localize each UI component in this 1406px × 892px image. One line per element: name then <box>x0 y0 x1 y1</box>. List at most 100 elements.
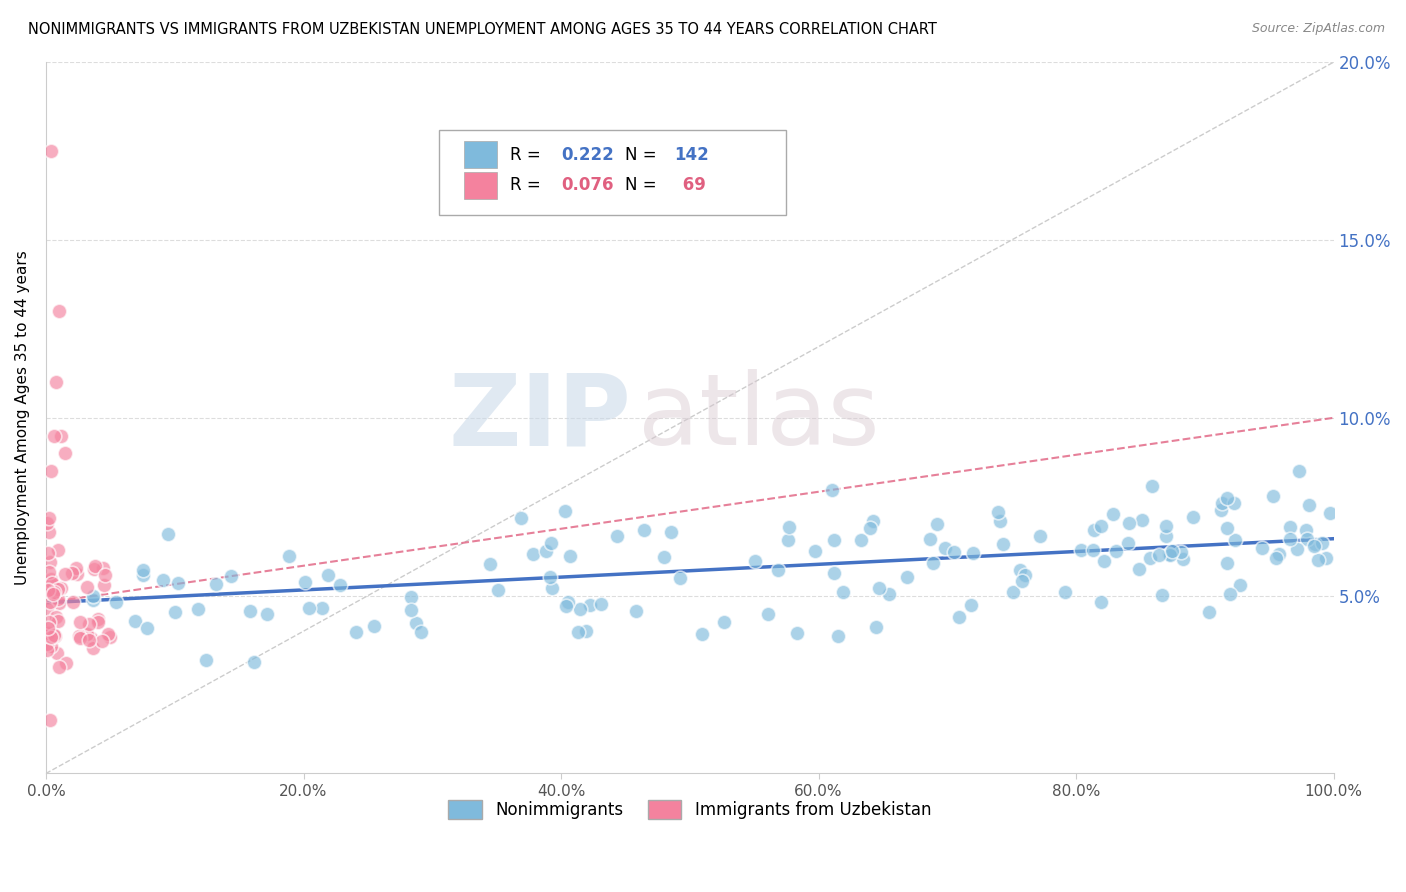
Text: R =: R = <box>509 177 546 194</box>
Point <box>1101 507 1123 521</box>
Point <box>82 641 104 656</box>
Point <box>827 629 849 643</box>
Point <box>1008 563 1031 577</box>
Point <box>316 568 339 582</box>
Point <box>557 594 579 608</box>
Point <box>363 619 385 633</box>
Point <box>991 537 1014 551</box>
Point <box>44 629 66 643</box>
Point <box>86 615 108 629</box>
Point <box>776 533 799 547</box>
Point <box>37 621 59 635</box>
Point <box>786 626 808 640</box>
Point <box>1090 519 1112 533</box>
Text: R =: R = <box>509 145 546 163</box>
Point <box>579 598 602 612</box>
Point <box>399 603 422 617</box>
Point <box>37 601 59 615</box>
Point <box>849 533 872 547</box>
Point <box>1070 542 1092 557</box>
Point <box>803 543 825 558</box>
Point <box>79 617 101 632</box>
Point <box>1011 574 1033 588</box>
Point <box>1159 548 1181 562</box>
Point <box>713 615 735 630</box>
Point <box>479 557 502 571</box>
Point <box>405 615 427 630</box>
Point <box>37 626 59 640</box>
Point <box>41 576 63 591</box>
Point <box>538 570 561 584</box>
Point <box>69 632 91 646</box>
Point <box>44 585 66 599</box>
Point <box>1296 533 1319 547</box>
Point <box>1092 554 1115 568</box>
Point <box>124 615 146 629</box>
Point <box>1081 542 1104 557</box>
Point <box>38 584 60 599</box>
Point <box>37 516 59 531</box>
Legend: Nonimmigrants, Immigrants from Uzbekistan: Nonimmigrants, Immigrants from Uzbekista… <box>441 793 938 826</box>
Point <box>1303 537 1326 551</box>
Point <box>93 578 115 592</box>
Point <box>1139 551 1161 566</box>
Point <box>166 576 188 591</box>
Point <box>626 604 648 618</box>
Text: N =: N = <box>626 145 662 163</box>
Point <box>659 525 682 540</box>
Text: ZIP: ZIP <box>449 369 631 467</box>
Point <box>55 656 77 670</box>
Point <box>1215 521 1237 535</box>
Point <box>823 566 845 580</box>
Point <box>1298 498 1320 512</box>
Point <box>1147 549 1170 563</box>
Point <box>44 628 66 642</box>
Point <box>221 569 243 583</box>
Point <box>1211 502 1233 516</box>
Point <box>37 637 59 651</box>
Point <box>152 573 174 587</box>
Point <box>486 582 509 597</box>
Point <box>1160 544 1182 558</box>
Point <box>39 572 62 586</box>
Point <box>541 581 564 595</box>
Point <box>1105 544 1128 558</box>
Point <box>82 592 104 607</box>
Point <box>606 528 628 542</box>
Point <box>401 591 423 605</box>
Point <box>569 602 592 616</box>
Point <box>298 601 321 615</box>
Point <box>922 556 945 570</box>
Point <box>766 563 789 577</box>
Point <box>1029 529 1052 543</box>
Point <box>1128 562 1150 576</box>
Point <box>868 581 890 595</box>
Point <box>39 595 62 609</box>
Point <box>104 595 127 609</box>
Point <box>1156 529 1178 543</box>
Point <box>1130 513 1153 527</box>
Point <box>1278 520 1301 534</box>
Point <box>1198 606 1220 620</box>
Point <box>45 646 67 660</box>
Point <box>558 549 581 563</box>
Point <box>668 571 690 585</box>
Point <box>66 566 89 581</box>
Point <box>554 599 576 613</box>
Point <box>1215 491 1237 506</box>
Point <box>256 607 278 621</box>
Point <box>243 655 266 669</box>
Point <box>540 535 562 549</box>
Point <box>38 582 60 596</box>
Point <box>37 643 59 657</box>
Point <box>1157 547 1180 561</box>
Point <box>918 532 941 546</box>
Point <box>948 610 970 624</box>
Point <box>39 577 62 591</box>
Point <box>87 612 110 626</box>
Point <box>38 615 60 630</box>
Point <box>37 582 59 597</box>
Point <box>534 544 557 558</box>
Text: atlas: atlas <box>638 369 880 467</box>
Point <box>778 520 800 534</box>
